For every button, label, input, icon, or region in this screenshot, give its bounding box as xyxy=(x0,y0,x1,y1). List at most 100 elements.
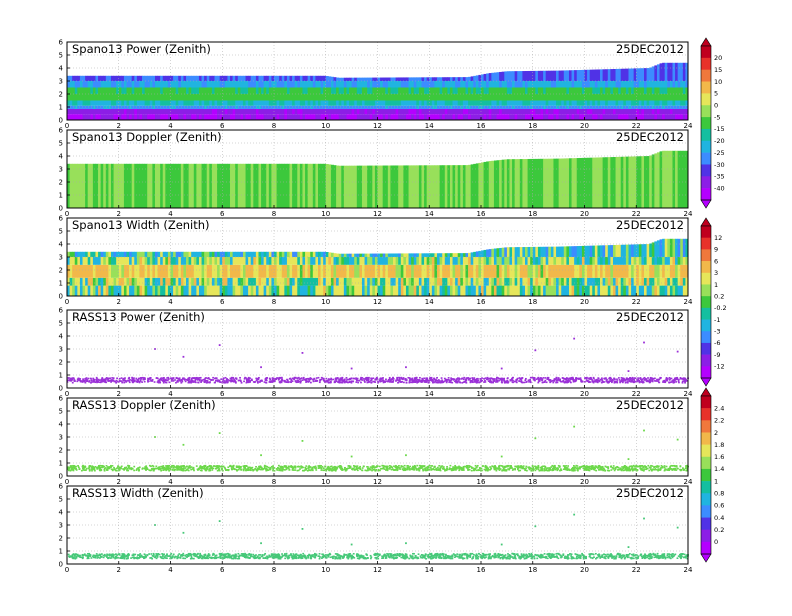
heatmap-cell xyxy=(230,109,233,114)
heatmap-cell xyxy=(595,70,598,81)
heatmap-cell xyxy=(238,164,241,208)
heatmap-cell xyxy=(256,81,259,88)
heatmap-cell xyxy=(683,101,686,106)
heatmap-cell xyxy=(209,106,212,109)
heatmap-cell xyxy=(290,286,293,296)
heatmap-cell xyxy=(300,265,303,278)
heatmap-cell xyxy=(290,101,293,106)
heatmap-cell xyxy=(393,253,396,257)
heatmap-cell xyxy=(613,286,616,296)
heatmap-cell xyxy=(372,114,375,120)
heatmap-cell xyxy=(484,278,487,286)
rass-point xyxy=(522,377,524,379)
heatmap-cell xyxy=(683,278,686,286)
heatmap-cell xyxy=(566,88,569,95)
heatmap-cell xyxy=(150,278,153,286)
heatmap-cell xyxy=(326,257,329,265)
heatmap-cell xyxy=(432,165,435,208)
heatmap-cell xyxy=(388,278,391,286)
heatmap-cell xyxy=(559,257,562,265)
heatmap-cell xyxy=(318,101,321,106)
heatmap-cell xyxy=(75,81,78,88)
heatmap-cell xyxy=(152,257,155,265)
heatmap-cell xyxy=(150,252,153,257)
heatmap-cell xyxy=(331,257,334,265)
heatmap-cell xyxy=(362,94,365,101)
heatmap-cell xyxy=(522,106,525,109)
heatmap-cell xyxy=(315,88,318,95)
rass-point xyxy=(313,381,315,383)
heatmap-cell xyxy=(256,106,259,109)
x-tick-label: 0 xyxy=(65,122,69,130)
heatmap-cell xyxy=(597,265,600,278)
heatmap-cell xyxy=(579,265,582,278)
heatmap-cell xyxy=(564,106,567,109)
x-tick-label: 20 xyxy=(580,210,589,218)
heatmap-cell xyxy=(455,109,458,114)
heatmap-cell xyxy=(497,265,500,278)
heatmap-cell xyxy=(406,88,409,95)
heatmap-cell xyxy=(238,101,241,106)
heatmap-cell xyxy=(209,252,212,257)
heatmap-cell xyxy=(290,88,293,95)
heatmap-cell xyxy=(305,164,308,208)
heatmap-cell xyxy=(432,257,435,265)
heatmap-cell xyxy=(101,81,104,88)
heatmap-cell xyxy=(214,164,217,208)
heatmap-cell xyxy=(186,286,189,296)
heatmap-cell xyxy=(396,286,399,296)
heatmap-cell xyxy=(396,88,399,95)
heatmap-cell xyxy=(72,114,75,120)
heatmap-cell xyxy=(279,114,282,120)
heatmap-cell xyxy=(163,88,166,95)
heatmap-cell xyxy=(618,88,621,95)
heatmap-cell xyxy=(592,246,595,257)
heatmap-cell xyxy=(85,88,88,95)
heatmap-cell xyxy=(678,109,681,114)
heatmap-cell xyxy=(566,106,569,109)
heatmap-cell xyxy=(556,81,559,88)
heatmap-cell xyxy=(535,81,538,88)
heatmap-cell xyxy=(429,257,432,265)
rass-point xyxy=(629,377,631,379)
heatmap-cell xyxy=(398,257,401,265)
heatmap-cell xyxy=(445,94,448,101)
heatmap-cell xyxy=(597,245,600,257)
heatmap-cell xyxy=(406,114,409,120)
rass-point xyxy=(448,381,450,383)
heatmap-cell xyxy=(585,88,588,95)
rass-point xyxy=(121,380,123,382)
heatmap-cell xyxy=(647,265,650,278)
heatmap-cell xyxy=(515,257,518,265)
heatmap-cell xyxy=(256,109,259,114)
heatmap-cell xyxy=(129,109,132,114)
heatmap-cell xyxy=(127,106,130,109)
y-tick-label: 1 xyxy=(59,280,63,288)
heatmap-cell xyxy=(98,278,101,286)
heatmap-cell xyxy=(108,265,111,278)
heatmap-cell xyxy=(292,278,295,286)
heatmap-cell xyxy=(121,114,124,120)
heatmap-cell xyxy=(70,257,73,265)
heatmap-cell xyxy=(85,101,88,106)
heatmap-cell xyxy=(561,88,564,95)
heatmap-cell xyxy=(421,109,424,114)
heatmap-cell xyxy=(178,252,181,257)
heatmap-cell xyxy=(577,70,580,81)
heatmap-cell xyxy=(471,252,474,257)
heatmap-cell xyxy=(636,244,639,257)
heatmap-cell xyxy=(372,257,375,265)
heatmap-cell xyxy=(251,101,254,106)
heatmap-cell xyxy=(313,114,316,120)
x-tick-label: 8 xyxy=(272,298,276,306)
heatmap-cell xyxy=(124,278,127,286)
heatmap-cell xyxy=(359,106,362,109)
heatmap-cell xyxy=(383,78,386,81)
rass-point xyxy=(478,380,480,382)
heatmap-cell xyxy=(173,286,176,296)
rass-point xyxy=(232,377,234,379)
heatmap-cell xyxy=(675,114,678,120)
heatmap-cell xyxy=(453,286,456,296)
heatmap-cell xyxy=(90,286,93,296)
heatmap-cell xyxy=(388,265,391,278)
